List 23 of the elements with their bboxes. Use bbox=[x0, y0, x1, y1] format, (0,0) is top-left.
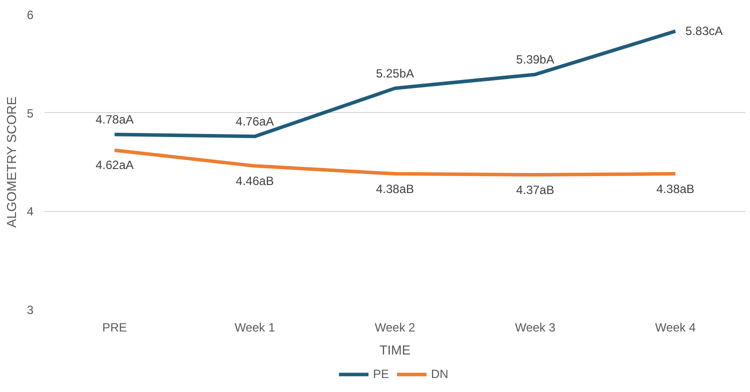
data-label: 5.39bA bbox=[516, 52, 554, 66]
x-tick-label: PRE bbox=[102, 320, 127, 334]
y-tick-label: 6 bbox=[26, 8, 34, 22]
x-tick-label: Week 4 bbox=[655, 320, 696, 334]
data-label: 4.46aB bbox=[236, 174, 274, 188]
x-tick-label: Week 3 bbox=[514, 320, 556, 334]
legend-label: DN bbox=[431, 367, 450, 381]
y-tick-label: 5 bbox=[26, 106, 34, 120]
y-tick-label: 4 bbox=[26, 204, 34, 219]
data-label: 4.62aA bbox=[96, 158, 134, 172]
data-label: 4.76aA bbox=[236, 114, 274, 128]
data-label: 5.83cA bbox=[685, 24, 723, 38]
x-tick-label: Week 1 bbox=[234, 320, 276, 334]
y-tick-label: 3 bbox=[26, 303, 34, 317]
data-label: 4.78aA bbox=[96, 112, 134, 126]
data-label: 4.38aB bbox=[376, 182, 414, 196]
data-label: 4.37aB bbox=[516, 182, 554, 197]
legend-label: PE bbox=[373, 367, 390, 381]
data-label: 4.38aB bbox=[656, 182, 694, 196]
x-axis-title: TIME bbox=[379, 342, 411, 358]
data-label: 5.25bA bbox=[376, 66, 414, 80]
x-tick-label: Week 2 bbox=[374, 320, 416, 334]
y-axis-title: ALGOMETRY SCORE bbox=[4, 96, 19, 228]
